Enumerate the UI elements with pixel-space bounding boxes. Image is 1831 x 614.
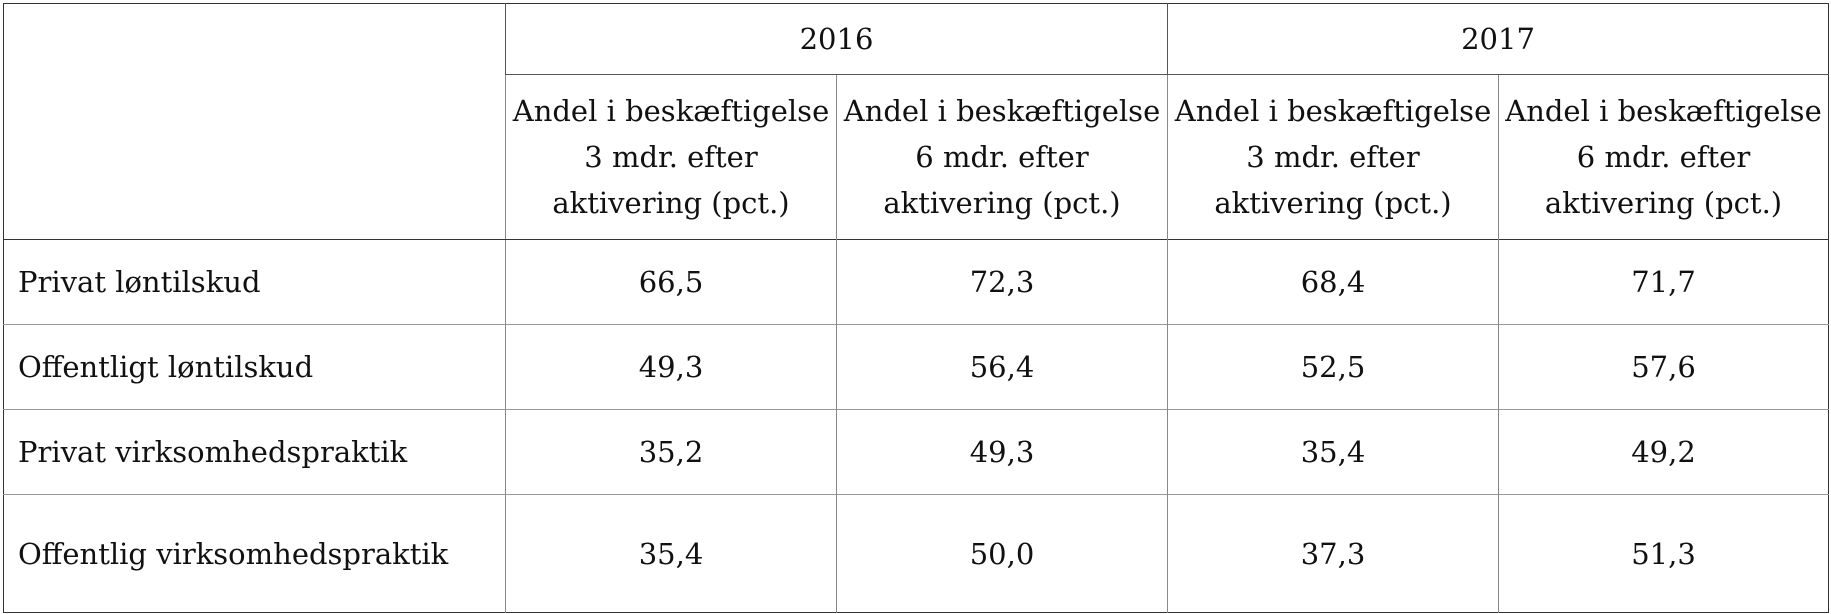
subheader-line: 3 mdr. efter: [1246, 140, 1420, 174]
subheader-line: 6 mdr. efter: [1576, 140, 1751, 174]
table-cell: 49,3: [505, 324, 837, 410]
table-cell: 72,3: [836, 239, 1168, 325]
corner-cell: [3, 3, 506, 240]
subheader-2016-6mdr: Andel i beskæftigelse 6 mdr. efter aktiv…: [836, 74, 1168, 240]
row-label: Privat løntilskud: [3, 239, 506, 325]
table-cell: 71,7: [1498, 239, 1829, 325]
subheader-line: aktivering (pct.): [552, 186, 790, 220]
table-cell: 49,2: [1498, 409, 1829, 495]
subheader-line: aktivering (pct.): [883, 186, 1121, 220]
table-row: Privat løntilskud 66,5 72,3 68,4 71,7: [3, 239, 1829, 325]
employment-share-table: 2016 2017 Andel i beskæftigelse 3 mdr. e…: [3, 3, 1829, 613]
subheader-line: Andel i beskæftigelse: [512, 94, 830, 128]
table-cell: 37,3: [1167, 494, 1499, 613]
subheader-2017-6mdr: Andel i beskæftigelse 6 mdr. efter aktiv…: [1498, 74, 1829, 240]
year-header-2017: 2017: [1167, 3, 1829, 75]
table-cell: 57,6: [1498, 324, 1829, 410]
table-cell: 35,4: [1167, 409, 1499, 495]
year-header-2016: 2016: [505, 3, 1168, 75]
table-cell: 50,0: [836, 494, 1168, 613]
table-cell: 35,2: [505, 409, 837, 495]
subheader-2017-3mdr: Andel i beskæftigelse 3 mdr. efter aktiv…: [1167, 74, 1499, 240]
subheader-line: aktivering (pct.): [1544, 186, 1783, 220]
subheader-line: Andel i beskæftigelse: [843, 94, 1161, 128]
subheader-2016-3mdr: Andel i beskæftigelse 3 mdr. efter aktiv…: [505, 74, 837, 240]
table-row: Privat virksomhedspraktik 35,2 49,3 35,4…: [3, 409, 1829, 495]
subheader-row: Andel i beskæftigelse 3 mdr. efter aktiv…: [4, 74, 1829, 240]
row-label: Privat virksomhedspraktik: [3, 409, 506, 495]
table-cell: 35,4: [505, 494, 837, 613]
subheader-line: Andel i beskæftigelse: [1174, 94, 1492, 128]
table-cell: 68,4: [1167, 239, 1499, 325]
table-row: Offentligt løntilskud 49,3 56,4 52,5 57,…: [3, 324, 1829, 410]
row-label: Offentlig virksomhedspraktik: [3, 494, 506, 613]
row-label: Offentligt løntilskud: [3, 324, 506, 410]
table-row: Offentlig virksomhedspraktik 35,4 50,0 3…: [3, 494, 1829, 613]
subheader-line: Andel i beskæftigelse: [1505, 94, 1822, 128]
subheader-line: aktivering (pct.): [1214, 186, 1452, 220]
table-cell: 52,5: [1167, 324, 1499, 410]
table-cell: 66,5: [505, 239, 837, 325]
year-header-row: 2016 2017: [3, 3, 1829, 240]
table-cell: 56,4: [836, 324, 1168, 410]
table-cell: 51,3: [1498, 494, 1829, 613]
subheader-line: 6 mdr. efter: [915, 140, 1089, 174]
subheader-line: 3 mdr. efter: [584, 140, 758, 174]
table-cell: 49,3: [836, 409, 1168, 495]
